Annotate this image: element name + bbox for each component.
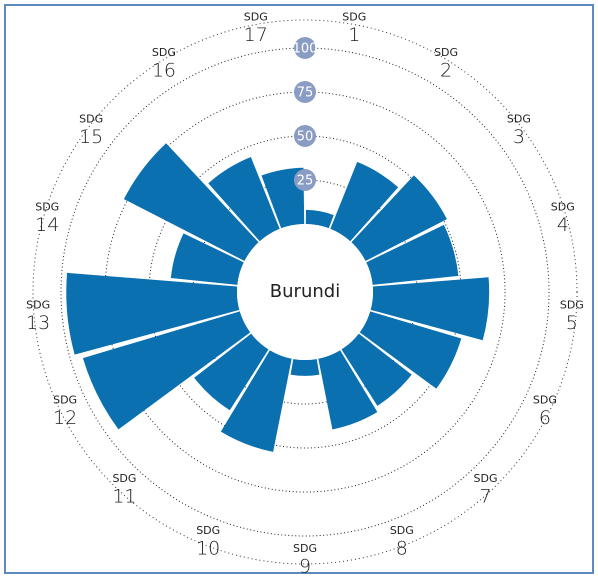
bar: [208, 157, 280, 242]
category-label: 3: [513, 126, 525, 148]
tick-badge: [294, 37, 316, 59]
category-label: 5: [566, 312, 578, 334]
category-prefix: SDG: [152, 46, 176, 59]
category-prefix: SDG: [26, 299, 50, 312]
bar: [318, 350, 378, 430]
category-label: 10: [196, 537, 220, 559]
bar: [220, 350, 292, 452]
tick-badge: [294, 125, 316, 147]
category-label: 1: [348, 24, 360, 46]
labels: SDG1SDG2SDG3SDG4SDG5SDG6SDG7SDG8SDG9SDG1…: [26, 11, 584, 578]
bar: [359, 311, 462, 389]
category-prefix: SDG: [53, 393, 77, 406]
category-prefix: SDG: [196, 524, 220, 537]
bar: [123, 143, 259, 261]
bar: [351, 175, 447, 261]
y-tick-label: 100: [293, 42, 318, 57]
tick-badge: [294, 81, 316, 103]
category-prefix: SDG: [35, 201, 59, 214]
category-label: 13: [26, 312, 50, 334]
bar: [330, 161, 399, 242]
category-prefix: SDG: [434, 46, 458, 59]
category-label: 14: [35, 214, 59, 236]
grid-ring: [60, 47, 550, 537]
category-prefix: SDG: [390, 524, 414, 537]
category-prefix: SDG: [551, 201, 575, 214]
category-label: 16: [152, 60, 176, 82]
category-label: 15: [79, 126, 103, 148]
category-label: 12: [53, 407, 77, 429]
category-label: 9: [299, 556, 311, 578]
bar: [261, 167, 305, 229]
category-prefix: SDG: [474, 472, 498, 485]
bar: [290, 358, 320, 376]
outer-ring: [32, 19, 578, 565]
category-label: 6: [539, 407, 551, 429]
category-prefix: SDG: [112, 472, 136, 485]
bar: [370, 277, 490, 341]
category-label: 17: [244, 24, 268, 46]
category-prefix: SDG: [244, 11, 268, 24]
category-prefix: SDG: [560, 299, 584, 312]
bar: [305, 209, 334, 229]
category-prefix: SDG: [533, 393, 557, 406]
category-label: 4: [557, 214, 569, 236]
bar: [341, 333, 412, 406]
y-tick-label: 75: [297, 86, 314, 101]
category-label: 8: [396, 537, 408, 559]
category-label: 2: [440, 60, 452, 82]
center-disc: [237, 224, 373, 360]
bars: [66, 143, 490, 452]
bar: [170, 233, 244, 285]
bar: [366, 224, 459, 285]
category-prefix: SDG: [342, 11, 366, 24]
ticks: 25 50 75 100: [293, 37, 318, 191]
bar: [194, 333, 269, 411]
tick-badge: [294, 169, 316, 191]
y-tick-label: 50: [297, 130, 314, 145]
category-prefix: SDG: [293, 542, 317, 555]
y-tick-label: 25: [297, 174, 314, 189]
category-label: 11: [112, 486, 136, 508]
category-label: 7: [480, 486, 492, 508]
category-prefix: SDG: [79, 112, 103, 125]
bar: [82, 311, 251, 430]
bar: [66, 272, 240, 355]
center-label: Burundi: [270, 281, 340, 302]
category-prefix: SDG: [507, 112, 531, 125]
